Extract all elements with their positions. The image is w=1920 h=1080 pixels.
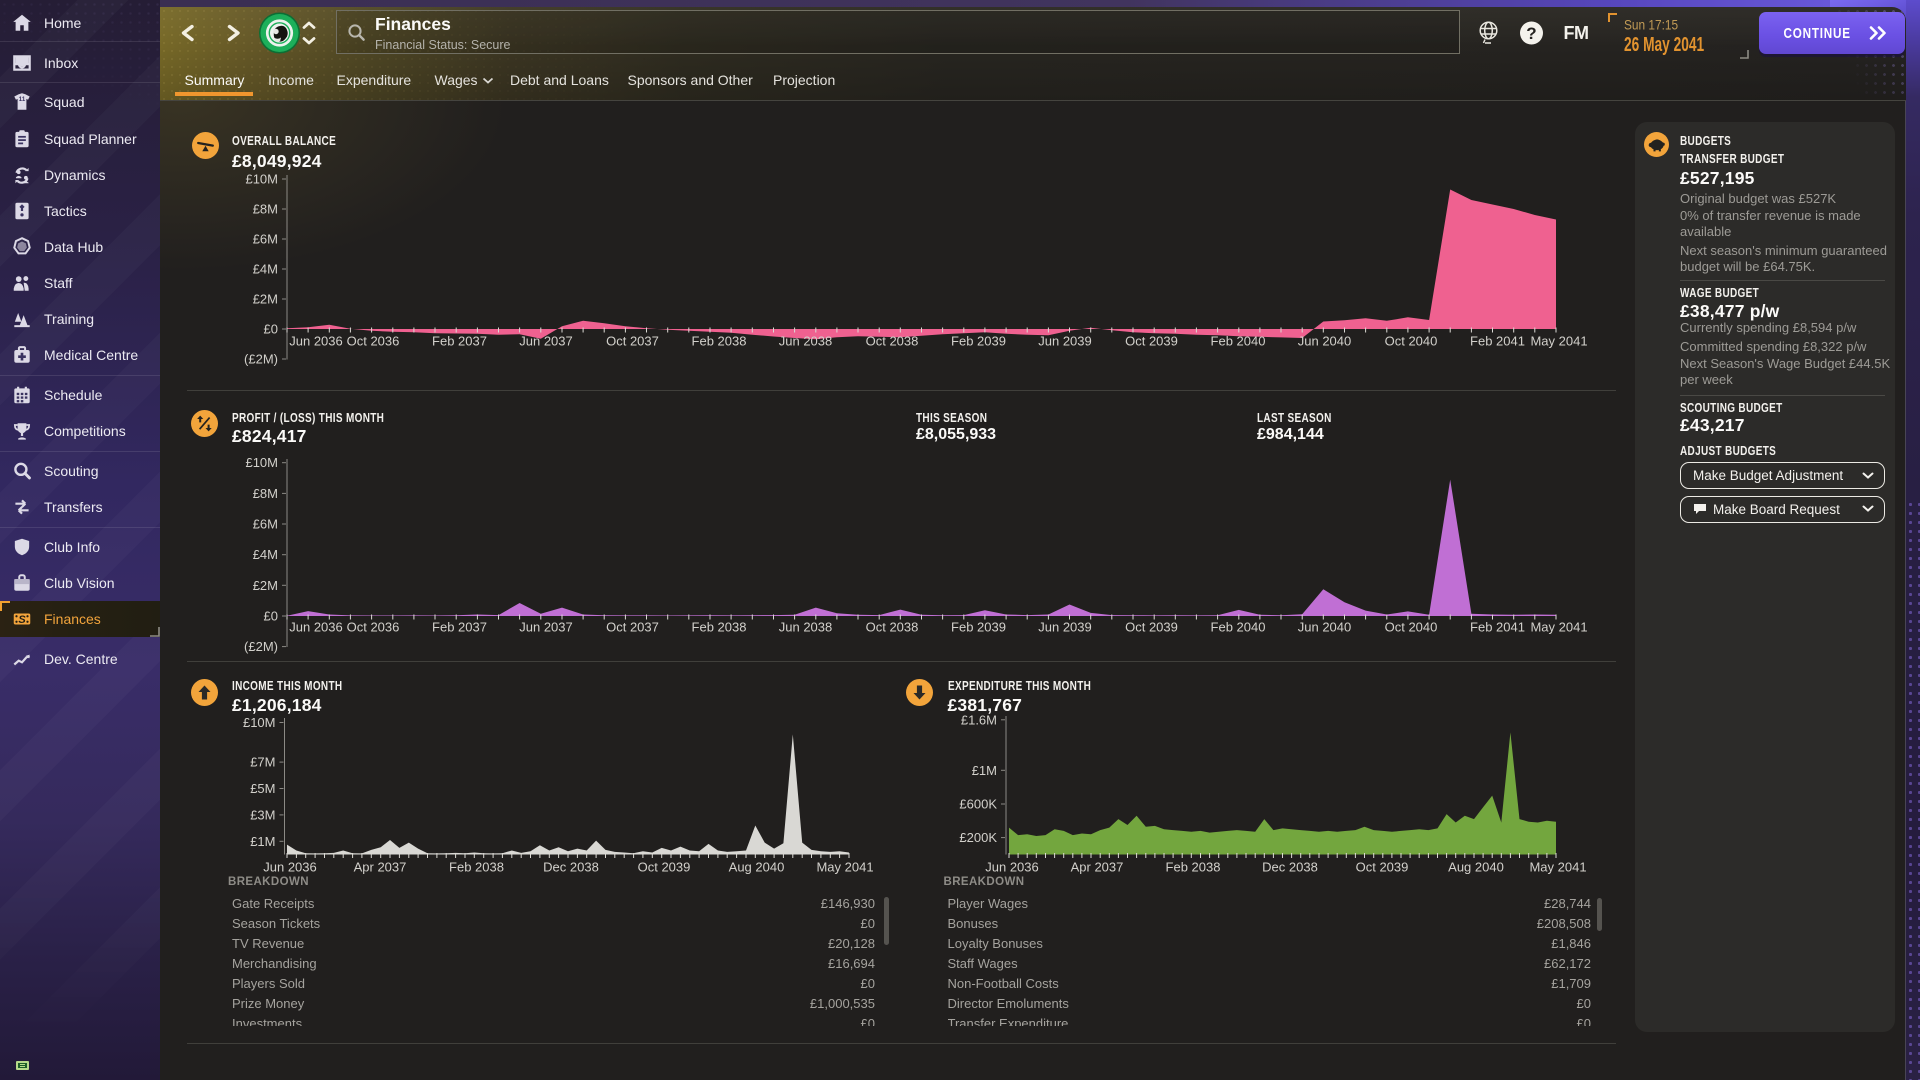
svg-text:£0: £0 xyxy=(264,322,278,337)
svg-text:Jun 2036: Jun 2036 xyxy=(263,860,317,875)
svg-text:£0: £0 xyxy=(264,609,278,624)
svg-text:Apr 2037: Apr 2037 xyxy=(354,860,407,875)
svg-text:Feb 2039: Feb 2039 xyxy=(951,620,1006,635)
svg-text:£4M: £4M xyxy=(253,547,278,562)
svg-text:Oct 2036: Oct 2036 xyxy=(347,620,400,635)
svg-text:£600K: £600K xyxy=(959,797,997,812)
svg-text:Jun 2040: Jun 2040 xyxy=(1298,620,1352,635)
svg-text:Jun 2039: Jun 2039 xyxy=(1038,334,1092,349)
svg-text:£10M: £10M xyxy=(245,172,278,187)
svg-text:Oct 2038: Oct 2038 xyxy=(866,620,919,635)
svg-text:Dec 2038: Dec 2038 xyxy=(1262,860,1318,875)
svg-text:£2M: £2M xyxy=(253,578,278,593)
svg-text:£3M: £3M xyxy=(250,807,275,822)
svg-text:Jun 2037: Jun 2037 xyxy=(519,620,573,635)
svg-text:£10M: £10M xyxy=(245,455,278,470)
svg-text:(£2M): (£2M) xyxy=(244,639,278,654)
svg-text:Jun 2036: Jun 2036 xyxy=(985,860,1039,875)
svg-text:Finances: Finances xyxy=(375,14,451,34)
svg-text:?: ? xyxy=(1526,24,1536,43)
svg-text:£1M: £1M xyxy=(250,834,275,849)
svg-text:Financial Status: Secure: Financial Status: Secure xyxy=(375,38,511,52)
svg-text:Jun 2037: Jun 2037 xyxy=(519,334,573,349)
svg-text:£1.6M: £1.6M xyxy=(961,712,997,727)
svg-text:Feb 2040: Feb 2040 xyxy=(1211,620,1266,635)
svg-text:Aug 2040: Aug 2040 xyxy=(1448,860,1504,875)
svg-text:May 2041: May 2041 xyxy=(1530,620,1587,635)
svg-text:26 May 2041: 26 May 2041 xyxy=(1624,32,1704,55)
svg-text:£10M: £10M xyxy=(243,715,276,730)
svg-text:Oct 2039: Oct 2039 xyxy=(638,860,691,875)
svg-text:Feb 2038: Feb 2038 xyxy=(692,334,747,349)
svg-text:Oct 2040: Oct 2040 xyxy=(1385,620,1438,635)
svg-text:Oct 2039: Oct 2039 xyxy=(1356,860,1409,875)
svg-text:Jun 2038: Jun 2038 xyxy=(779,334,833,349)
svg-text:£6M: £6M xyxy=(253,232,278,247)
svg-text:May 2041: May 2041 xyxy=(1529,860,1586,875)
svg-text:Sun 17:15: Sun 17:15 xyxy=(1624,17,1678,33)
svg-text:May 2041: May 2041 xyxy=(1530,334,1587,349)
svg-text:Dec 2038: Dec 2038 xyxy=(543,860,599,875)
svg-text:£1M: £1M xyxy=(972,763,997,778)
svg-text:May 2041: May 2041 xyxy=(816,860,873,875)
svg-text:11: 11 xyxy=(19,97,26,103)
svg-text:Oct 2038: Oct 2038 xyxy=(866,334,919,349)
svg-text:FM: FM xyxy=(1564,23,1589,43)
svg-text:£7M: £7M xyxy=(250,755,275,770)
svg-text:Feb 2041: Feb 2041 xyxy=(1470,334,1525,349)
svg-text:Jun 2039: Jun 2039 xyxy=(1038,620,1092,635)
svg-text:Jun 2040: Jun 2040 xyxy=(1298,334,1352,349)
svg-text:Jun 2038: Jun 2038 xyxy=(779,620,833,635)
svg-text:Feb 2037: Feb 2037 xyxy=(432,620,487,635)
svg-text:S: S xyxy=(18,614,26,626)
svg-text:Feb 2038: Feb 2038 xyxy=(449,860,504,875)
svg-text:£2M: £2M xyxy=(253,292,278,307)
svg-text:Oct 2037: Oct 2037 xyxy=(606,334,659,349)
svg-text:Oct 2040: Oct 2040 xyxy=(1385,334,1438,349)
svg-text:Feb 2038: Feb 2038 xyxy=(692,620,747,635)
svg-text:£6M: £6M xyxy=(253,517,278,532)
svg-text:Feb 2038: Feb 2038 xyxy=(1166,860,1221,875)
svg-text:£200K: £200K xyxy=(959,830,997,845)
svg-text:Feb 2041: Feb 2041 xyxy=(1470,620,1525,635)
svg-text:Jun 2036: Jun 2036 xyxy=(289,620,343,635)
svg-text:Aug 2040: Aug 2040 xyxy=(729,860,785,875)
svg-text:Oct 2037: Oct 2037 xyxy=(606,620,659,635)
svg-text:Oct 2036: Oct 2036 xyxy=(347,334,400,349)
svg-text:Oct 2039: Oct 2039 xyxy=(1125,620,1178,635)
svg-text:£5M: £5M xyxy=(250,781,275,796)
svg-text:£4M: £4M xyxy=(253,262,278,277)
svg-text:Feb 2039: Feb 2039 xyxy=(951,334,1006,349)
svg-text:Feb 2040: Feb 2040 xyxy=(1211,334,1266,349)
svg-text:£8M: £8M xyxy=(253,202,278,217)
svg-text:Apr 2037: Apr 2037 xyxy=(1071,860,1124,875)
svg-text:£8M: £8M xyxy=(253,486,278,501)
svg-text:(£2M): (£2M) xyxy=(244,352,278,367)
svg-text:Jun 2036: Jun 2036 xyxy=(289,334,343,349)
svg-text:Oct 2039: Oct 2039 xyxy=(1125,334,1178,349)
svg-text:Feb 2037: Feb 2037 xyxy=(432,334,487,349)
